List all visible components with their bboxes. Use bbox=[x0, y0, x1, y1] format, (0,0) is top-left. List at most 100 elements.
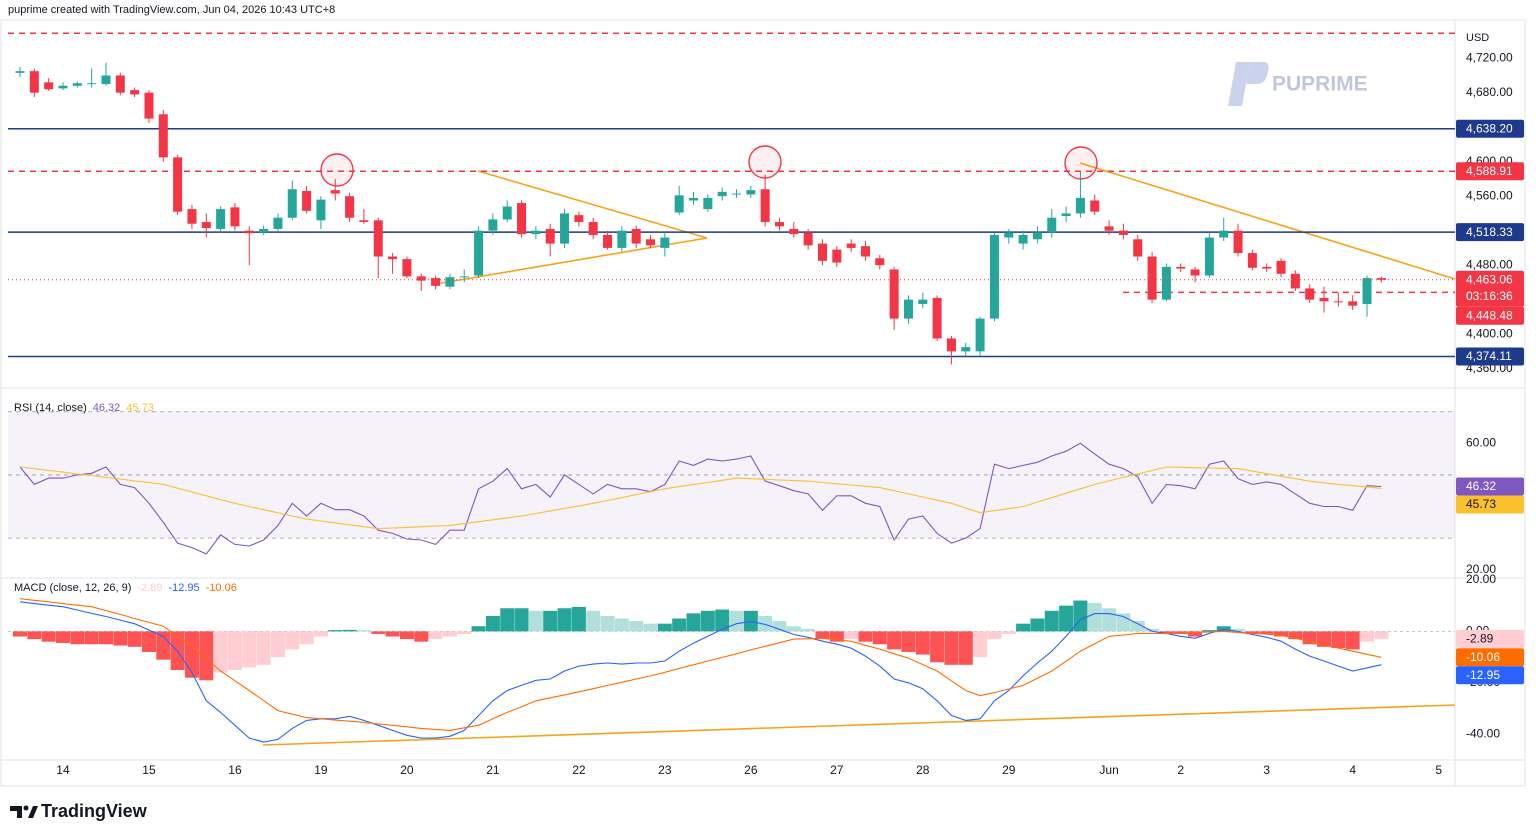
candle-body bbox=[244, 230, 254, 234]
x-tick-label: 23 bbox=[658, 763, 672, 777]
histogram-bar bbox=[199, 631, 214, 681]
candle-body bbox=[832, 249, 842, 263]
histogram-bar bbox=[1188, 631, 1203, 637]
legend-item: -2.89 bbox=[137, 582, 162, 594]
histogram-bar bbox=[629, 621, 644, 632]
candle-body bbox=[875, 258, 885, 266]
candle-body bbox=[1276, 260, 1286, 274]
candle-body bbox=[846, 243, 856, 248]
histogram-bar bbox=[1345, 631, 1360, 650]
histogram-bar bbox=[156, 631, 171, 660]
histogram-bar bbox=[184, 631, 199, 678]
x-tick-label: 27 bbox=[830, 763, 844, 777]
price-tag-label: 4,588.91 bbox=[1466, 164, 1513, 178]
candle-body bbox=[1376, 278, 1386, 280]
legend-item: 45.73 bbox=[126, 402, 154, 414]
histogram-bar bbox=[1317, 631, 1332, 647]
histogram-bar bbox=[270, 631, 285, 658]
candle-body bbox=[29, 71, 39, 93]
candle-body bbox=[789, 228, 799, 235]
price-tag bbox=[1456, 223, 1524, 242]
price-tag bbox=[1456, 347, 1524, 366]
candle-body bbox=[1305, 288, 1315, 300]
histogram-bar bbox=[285, 631, 300, 650]
histogram-bar bbox=[571, 606, 586, 632]
histogram-bar bbox=[1245, 631, 1260, 634]
histogram-bar bbox=[84, 631, 99, 645]
candle-body bbox=[1319, 297, 1329, 302]
histogram-bar bbox=[872, 631, 887, 645]
candle-body bbox=[402, 259, 412, 277]
histogram-bar bbox=[1016, 623, 1031, 632]
candle-body bbox=[273, 217, 283, 229]
watermark-logo bbox=[1246, 62, 1269, 84]
histogram-bar bbox=[614, 618, 629, 632]
histogram-bar bbox=[700, 610, 715, 632]
histogram-bar bbox=[1288, 631, 1303, 640]
last-price-tag bbox=[1456, 270, 1524, 307]
candle-body bbox=[732, 193, 741, 195]
histogram-bar bbox=[227, 631, 242, 670]
x-tick-label: 19 bbox=[314, 763, 328, 777]
x-tick-label: 2 bbox=[1177, 763, 1184, 777]
candle-body bbox=[603, 234, 613, 248]
candle-body bbox=[746, 190, 756, 195]
y-tick-label: 20.00 bbox=[1466, 572, 1496, 586]
histogram-bar bbox=[557, 608, 572, 632]
series-line bbox=[19, 601, 1382, 743]
trend-line bbox=[477, 170, 708, 239]
histogram-bar bbox=[729, 610, 744, 632]
marks-layer bbox=[8, 32, 1455, 743]
drawings bbox=[262, 162, 1456, 746]
histogram-bar bbox=[772, 621, 787, 632]
value-tag bbox=[1456, 666, 1524, 685]
histogram-bar bbox=[385, 631, 400, 637]
histogram-bar bbox=[414, 631, 429, 642]
y-tick-label: 20.00 bbox=[1466, 562, 1496, 576]
candle-body bbox=[975, 318, 985, 352]
chart-frame bbox=[0, 19, 1526, 787]
histogram-bar bbox=[41, 631, 56, 642]
histogram-bar bbox=[485, 615, 500, 632]
x-tick-label: 20 bbox=[400, 763, 414, 777]
circle-marker bbox=[320, 153, 354, 187]
candle-body bbox=[1147, 256, 1157, 300]
histogram-bar bbox=[586, 610, 601, 632]
histogram-bar bbox=[442, 631, 457, 637]
histogram-bar bbox=[944, 631, 959, 665]
histogram-bar bbox=[801, 628, 816, 632]
histogram-bar bbox=[1331, 631, 1346, 649]
histogram-bar bbox=[1001, 631, 1016, 634]
candle-body bbox=[545, 228, 555, 244]
candle-body bbox=[1032, 232, 1042, 240]
histogram-bar bbox=[500, 608, 515, 632]
x-tick-label: 14 bbox=[56, 763, 70, 777]
histogram-bar bbox=[672, 618, 687, 632]
x-tick-label: Jun bbox=[1099, 763, 1118, 777]
x-tick-label: 15 bbox=[142, 763, 156, 777]
candle-body bbox=[646, 239, 656, 246]
histogram-bar bbox=[1030, 618, 1045, 632]
histogram-bar bbox=[1231, 628, 1246, 632]
candle-body bbox=[445, 277, 455, 287]
panes-layer: 4,720.004,680.004,600.004,560.004,480.00… bbox=[8, 50, 1513, 777]
candle-body bbox=[1118, 230, 1128, 235]
trend-line bbox=[262, 704, 1456, 746]
histogram-bar bbox=[1202, 630, 1217, 632]
candle-body bbox=[388, 256, 398, 260]
legend-item: RSI (14, close) bbox=[14, 402, 87, 414]
candle-body bbox=[87, 83, 97, 85]
x-tick-label: 16 bbox=[228, 763, 242, 777]
histogram-bar bbox=[313, 631, 328, 637]
histogram-bar bbox=[543, 610, 558, 632]
histogram-bar bbox=[1102, 608, 1117, 632]
candle-body bbox=[517, 203, 527, 235]
histogram-bar bbox=[973, 631, 988, 658]
y-tick-label: 4,480.00 bbox=[1466, 257, 1513, 271]
y-tick-label: 4,720.00 bbox=[1466, 50, 1513, 64]
candle-body bbox=[660, 237, 670, 248]
histogram-bar bbox=[958, 631, 973, 665]
price-tag-label: 4,374.11 bbox=[1466, 349, 1512, 363]
value-tag-label: -12.95 bbox=[1466, 668, 1500, 682]
